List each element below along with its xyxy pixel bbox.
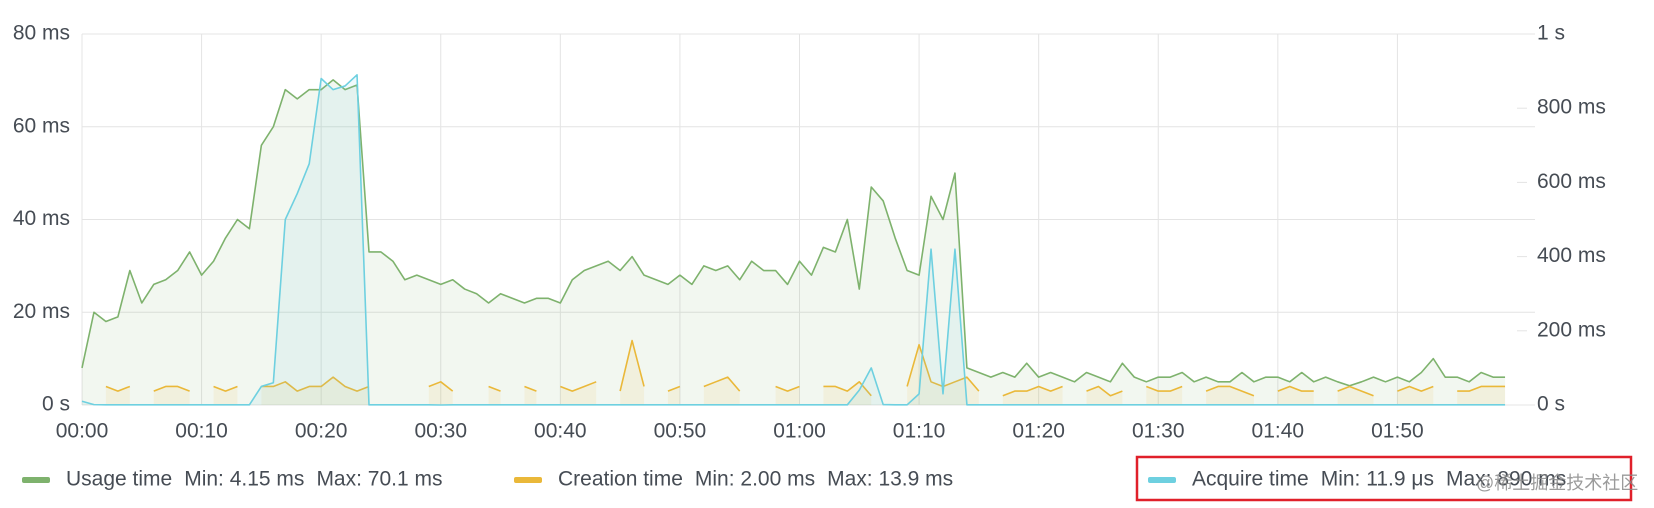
- series-area: [82, 79, 1506, 405]
- y-tick-label: 40 ms: [13, 207, 70, 230]
- x-tick-label: 01:20: [1012, 420, 1065, 443]
- series-line: [105, 339, 1506, 397]
- legend-text: Creation time: [558, 468, 683, 491]
- x-tick-label: 01:50: [1371, 420, 1424, 443]
- legend-text: Acquire time: [1192, 468, 1309, 491]
- x-tick-label: 01:40: [1252, 420, 1305, 443]
- legend-swatch: [22, 477, 50, 483]
- legend-text: Usage time: [66, 468, 172, 491]
- series-area: [82, 340, 1506, 405]
- y-tick-label: 0 s: [42, 393, 70, 416]
- x-tick-label: 01:00: [773, 420, 826, 443]
- y2-tick-label: 200 ms: [1537, 318, 1606, 341]
- x-tick-label: 00:10: [175, 420, 228, 443]
- legend-text: Max: 890 ms: [1446, 468, 1566, 491]
- highlight-box: [1135, 455, 1633, 502]
- y2-tick-label: 400 ms: [1537, 244, 1606, 267]
- legend-text: Min: 4.15 ms: [184, 468, 304, 491]
- y2-tick-label: 600 ms: [1537, 170, 1606, 193]
- x-tick-label: 00:30: [414, 420, 467, 443]
- y2-tick-label: 0 s: [1537, 393, 1565, 416]
- y-tick-label: 20 ms: [13, 300, 70, 323]
- x-tick-label: 01:30: [1132, 420, 1185, 443]
- legend-text: Min: 11.9 μs: [1321, 468, 1434, 491]
- legend-text: Max: 13.9 ms: [827, 468, 953, 491]
- y2-tick-label: 800 ms: [1537, 96, 1606, 119]
- legend-text: Min: 2.00 ms: [695, 468, 815, 491]
- series-line: [81, 74, 1506, 406]
- legend-swatch: [514, 477, 542, 483]
- legend-text: Max: 70.1 ms: [316, 468, 442, 491]
- x-tick-label: 01:10: [893, 420, 946, 443]
- x-tick-label: 00:50: [654, 420, 707, 443]
- x-tick-label: 00:20: [295, 420, 348, 443]
- x-tick-label: 00:40: [534, 420, 587, 443]
- y-tick-label: 60 ms: [13, 114, 70, 137]
- x-tick-label: 00:00: [56, 420, 109, 443]
- watermark: @稀土掘金技术社区: [1476, 473, 1638, 493]
- y-tick-label: 80 ms: [13, 22, 70, 45]
- y2-tick-label: 1 s: [1537, 22, 1565, 45]
- legend-swatch: [1148, 477, 1176, 483]
